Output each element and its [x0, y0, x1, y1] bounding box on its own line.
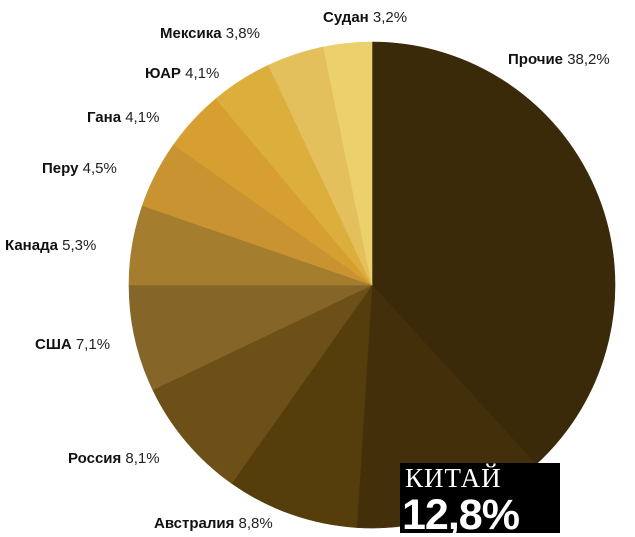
slice-label-percent: 4,1%	[185, 65, 219, 82]
slice-label-percent: 4,1%	[125, 109, 159, 126]
slice-label: Перу 4,5%	[42, 160, 117, 177]
slice-label-name: Перу	[42, 160, 83, 177]
slice-label-percent: 7,1%	[76, 336, 110, 353]
slice-label-name: Мексика	[160, 25, 226, 42]
slice-label-percent: 3,8%	[226, 25, 260, 42]
slice-label-name: Судан	[323, 9, 373, 26]
slice-label-name: Россия	[68, 450, 125, 467]
slice-label-name: Австралия	[154, 515, 239, 532]
slice-label-name: Прочие	[508, 51, 567, 68]
slice-label: Мексика 3,8%	[160, 25, 260, 42]
slice-label-percent: 5,3%	[62, 237, 96, 254]
slice-label-name: Канада	[5, 237, 62, 254]
slice-label-name: ЮАР	[145, 65, 185, 82]
pie-slice-11	[323, 41, 373, 286]
slice-label: Австралия 8,8%	[154, 515, 273, 532]
highlight-percent: 12,8%	[402, 491, 520, 537]
highlight-label: КИТАЙ	[405, 463, 502, 493]
slice-label: Прочие 38,2%	[508, 51, 610, 68]
pie-slice-1	[371, 41, 616, 465]
slice-label-percent: 4,5%	[83, 160, 117, 177]
slice-label-name: Гана	[87, 109, 125, 126]
highlight-background	[400, 463, 560, 533]
pie-slices	[128, 41, 616, 529]
slice-label-percent: 38,2%	[567, 51, 610, 68]
slice-label: Гана 4,1%	[87, 109, 159, 126]
slice-label-percent: 8,1%	[125, 450, 159, 467]
pie-slice-3	[231, 283, 373, 528]
slice-label: Россия 8,1%	[68, 450, 160, 467]
pie-labels: Прочие 38,2% Австралия 8,8% Россия 8,1% США…	[5, 9, 610, 532]
slice-label: США 7,1%	[35, 336, 110, 353]
slice-label: Судан 3,2%	[323, 9, 407, 26]
slice-label-name: США	[35, 336, 76, 353]
slice-label: ЮАР 4,1%	[145, 65, 219, 82]
slice-label: Канада 5,3%	[5, 237, 96, 254]
pie-slice-5	[128, 284, 373, 391]
slice-label-percent: 8,8%	[239, 515, 273, 532]
pie-slice-4	[152, 284, 373, 484]
slice-label-percent: 3,2%	[373, 9, 407, 26]
